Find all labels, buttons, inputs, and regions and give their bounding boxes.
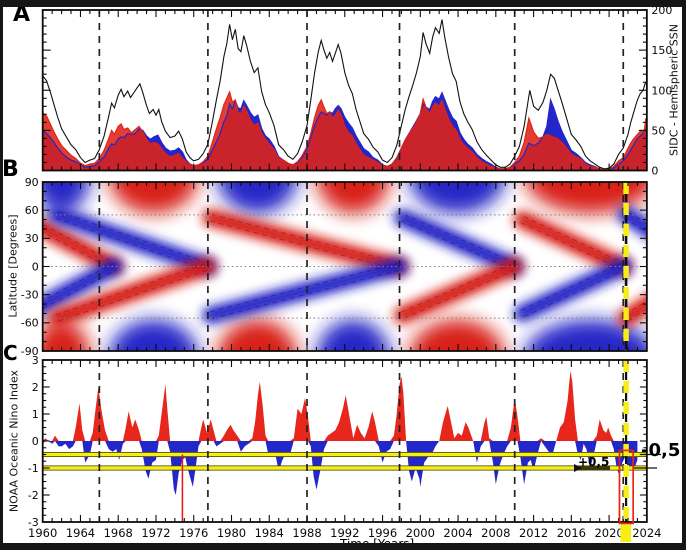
- svg-text:90: 90: [25, 176, 39, 189]
- figure-frame-right: [682, 0, 686, 550]
- svg-text:2004: 2004: [443, 526, 472, 540]
- svg-text:100: 100: [651, 84, 672, 97]
- terminator-highlight-box: [618, 449, 635, 525]
- ssn-panel: [42, 10, 647, 171]
- svg-text:2008: 2008: [481, 526, 510, 540]
- svg-text:2024: 2024: [632, 526, 661, 540]
- svg-text:150: 150: [651, 44, 672, 57]
- svg-text:1: 1: [32, 408, 39, 421]
- svg-text:2000: 2000: [406, 526, 435, 540]
- svg-text:1972: 1972: [141, 526, 170, 540]
- svg-text:2012: 2012: [519, 526, 548, 540]
- svg-text:-30: -30: [21, 288, 39, 301]
- x-ticks: [42, 10, 648, 171]
- svg-text:0: 0: [651, 165, 658, 178]
- svg-text:2016: 2016: [557, 526, 586, 540]
- svg-text:1980: 1980: [217, 526, 246, 540]
- svg-text:1988: 1988: [292, 526, 321, 540]
- svg-text:1960: 1960: [28, 526, 57, 540]
- svg-text:-3: -3: [28, 516, 39, 529]
- svg-text:0: 0: [32, 260, 39, 273]
- svg-text:-90: -90: [21, 345, 39, 358]
- svg-text:3: 3: [32, 354, 39, 367]
- svg-text:-2: -2: [28, 489, 39, 502]
- svg-text:2020: 2020: [594, 526, 623, 540]
- svg-text:0: 0: [32, 435, 39, 448]
- svg-text:30: 30: [25, 232, 39, 245]
- svg-text:1964: 1964: [66, 526, 95, 540]
- svg-text:1992: 1992: [330, 526, 359, 540]
- svg-text:50: 50: [651, 124, 665, 137]
- svg-text:2: 2: [32, 381, 39, 394]
- x-ticks: [42, 360, 648, 522]
- svg-text:-60: -60: [21, 317, 39, 330]
- svg-text:-1: -1: [28, 462, 39, 475]
- svg-text:1984: 1984: [255, 526, 284, 540]
- svg-text:1976: 1976: [179, 526, 208, 540]
- figure-frame-bottom: [0, 543, 686, 550]
- svg-text:200: 200: [651, 4, 672, 17]
- svg-text:1968: 1968: [104, 526, 133, 540]
- figure-frame-top: [0, 0, 686, 7]
- figure-frame-left: [0, 0, 3, 550]
- svg-text:1996: 1996: [368, 526, 397, 540]
- svg-text:60: 60: [25, 204, 39, 217]
- butterfly-panel: [42, 182, 647, 351]
- terminator-axis-highlight: [620, 523, 632, 542]
- x-ticks: [42, 182, 648, 351]
